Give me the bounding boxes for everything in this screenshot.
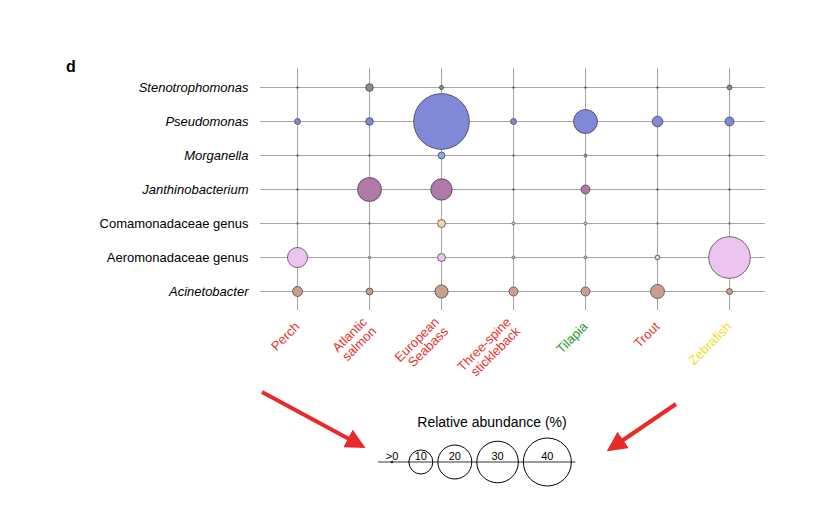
svg-text:EuropeanSeabass: EuropeanSeabass <box>391 314 451 374</box>
svg-text:Three-spinestickleback: Three-spinestickleback <box>454 314 523 383</box>
svg-text:>0: >0 <box>386 450 399 462</box>
svg-text:Tilapia: Tilapia <box>553 318 591 356</box>
svg-text:30: 30 <box>491 450 503 462</box>
svg-text:Atlanticsalmon: Atlanticsalmon <box>329 314 379 364</box>
html-text:d: d <box>66 58 76 75</box>
svg-text:Comamonadaceae genus: Comamonadaceae genus <box>100 216 249 231</box>
svg-text:Acinetobacter: Acinetobacter <box>168 284 249 299</box>
svg-text:Stenotrophomonas: Stenotrophomonas <box>139 80 249 95</box>
svg-text:Zebrafish: Zebrafish <box>686 319 735 368</box>
svg-text:Trout: Trout <box>631 319 663 351</box>
svg-text:Aeromonadaceae genus: Aeromonadaceae genus <box>107 250 249 265</box>
svg-text:40: 40 <box>541 450 553 462</box>
svg-text:Perch: Perch <box>268 319 303 354</box>
svg-text:10: 10 <box>415 450 427 462</box>
svg-text:Pseudomonas: Pseudomonas <box>165 114 249 129</box>
svg-text:Morganella: Morganella <box>184 148 248 163</box>
svg-text:20: 20 <box>449 450 461 462</box>
svg-text:Relative abundance (%): Relative abundance (%) <box>417 414 566 430</box>
svg-text:Janthinobacterium: Janthinobacterium <box>141 182 248 197</box>
